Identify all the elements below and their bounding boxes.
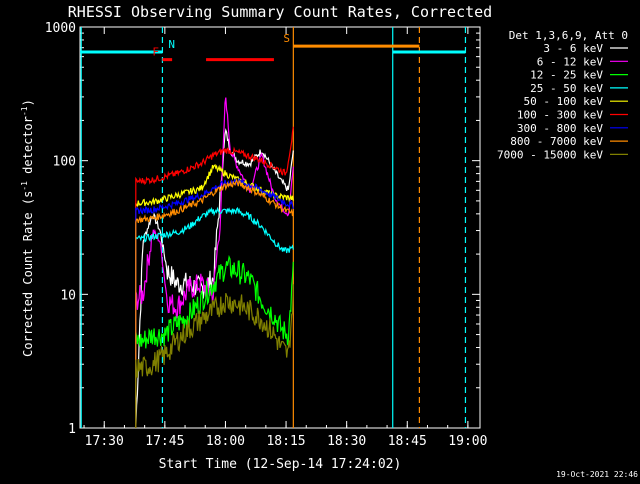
- x-tick-label: 18:30: [327, 434, 366, 449]
- plot-area: 17:30 17:45 18:00 18:15 18:30 18:45 19:00 1 10 10…: [45, 21, 488, 449]
- chart-title: RHESSI Observing Summary Count Rates, Co…: [68, 3, 492, 21]
- y-axis-label: Corrected Count Rate (s-1 detector-1): [20, 99, 35, 357]
- flag-label: S: [283, 32, 290, 45]
- plot-frame: [79, 26, 481, 429]
- legend-label: 12 - 25 keV: [530, 69, 603, 82]
- x-axis-label: Start Time (12-Sep-14 17:24:02): [159, 457, 402, 472]
- legend-label: 3 - 6 keV: [543, 42, 603, 55]
- y-axis-label-sup1: -1: [20, 181, 29, 191]
- y-tick-label: 1: [68, 422, 76, 437]
- legend-label: 6 - 12 keV: [537, 55, 604, 68]
- legend-label: 300 - 800 keV: [517, 122, 603, 135]
- series-line: [135, 284, 294, 428]
- legend-label: 50 - 100 keV: [524, 95, 604, 108]
- legend-label: 7000 - 15000 keV: [497, 148, 603, 161]
- legend-header: Det 1,3,6,9, Att 0: [509, 29, 628, 42]
- series-line: [135, 126, 294, 428]
- x-tick-label: 18:45: [388, 434, 427, 449]
- series-line: [135, 254, 294, 428]
- x-tick-label: 17:45: [145, 434, 184, 449]
- flag-label: F: [152, 46, 159, 59]
- flag-label: N: [168, 38, 175, 51]
- x-tick-label: 19:00: [448, 434, 487, 449]
- y-tick-label: 1000: [45, 21, 76, 36]
- series-line: [135, 97, 294, 428]
- y-axis-label-mid: detector: [21, 116, 35, 181]
- y-axis-label-sup2: -1: [20, 106, 29, 116]
- y-axis-label-end: ): [21, 99, 35, 106]
- legend-label: 25 - 50 keV: [530, 82, 603, 95]
- legend-label: 100 - 300 keV: [517, 109, 603, 122]
- footer-date: 19-Oct-2021 22:46: [556, 470, 638, 479]
- series-line: [135, 177, 294, 428]
- x-tick-label: 17:30: [85, 434, 124, 449]
- y-tick-label: 10: [60, 288, 76, 303]
- series-line: [135, 178, 294, 428]
- series-line: [135, 206, 294, 428]
- legend-label: 800 - 7000 keV: [510, 135, 603, 148]
- x-tick-label: 18:15: [266, 434, 305, 449]
- series-line: [135, 127, 294, 429]
- x-tick-label: 18:00: [206, 434, 245, 449]
- y-tick-label: 100: [53, 155, 76, 170]
- series-line: [135, 163, 294, 428]
- y-axis-label-main: Corrected Count Rate (s: [21, 191, 35, 357]
